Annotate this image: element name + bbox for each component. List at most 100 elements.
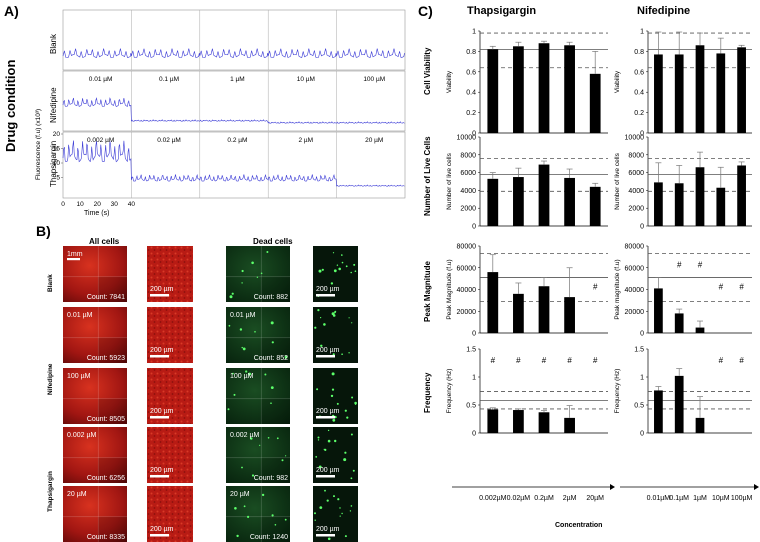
y-tick-label: 2000 xyxy=(460,206,476,213)
significance-marker: # xyxy=(698,261,703,270)
vignette xyxy=(261,457,290,483)
dead-cell-dot xyxy=(332,418,336,422)
trace-conc-label: 2 µM xyxy=(299,137,314,144)
panel-label-b: B) xyxy=(36,223,51,239)
row-label-thapsigargin: Thapsigargin xyxy=(47,471,54,512)
concentration-axis-label: Concentration xyxy=(555,522,602,529)
y-tick-label: 10000 xyxy=(625,135,645,142)
dead-cell-dot xyxy=(346,416,349,419)
y-axis-label: Number of live cells xyxy=(446,152,453,209)
dead-cell-dot xyxy=(336,402,339,405)
y-axis-label: Peak magnitude (f.u) xyxy=(614,259,621,319)
dead-cell-dot xyxy=(336,264,339,266)
vignette xyxy=(98,276,127,302)
x-tick-label: 20µM xyxy=(586,495,604,502)
trace-conc-label: 10 µM xyxy=(297,76,315,83)
bar xyxy=(674,313,684,333)
microscopy-grid: 1mm Count: 7841 200 µm Count: 882 200 µm 0.01… xyxy=(63,246,358,542)
dead-cell-dot xyxy=(334,311,336,314)
scale-label-200um: 200 µm xyxy=(150,286,174,293)
bar xyxy=(716,53,726,133)
bar xyxy=(538,43,550,133)
dead-cell-dot xyxy=(351,396,354,399)
significance-marker: # xyxy=(677,261,682,270)
col-head-dead-cells: Dead cells xyxy=(253,237,293,246)
y-tick-label: 4000 xyxy=(628,188,644,195)
dead-cell-dot xyxy=(256,276,259,278)
dead-cell-dot xyxy=(332,252,335,254)
col-title-nifedipine: Nifedipine xyxy=(637,5,690,17)
dead-cell-dot xyxy=(248,372,252,376)
y-tick-label: 8000 xyxy=(628,152,644,159)
significance-marker: # xyxy=(516,356,521,365)
dead-cell-dot xyxy=(314,519,316,521)
conc-label: 20 µM xyxy=(230,491,250,498)
dead-cell-dot xyxy=(241,282,243,284)
vignette xyxy=(98,516,127,542)
x-tick-label: 1µM xyxy=(693,495,707,502)
dead-cell-dot xyxy=(323,323,326,326)
scale-label-200um: 200 µm xyxy=(150,526,174,533)
count-label: Count: 982 xyxy=(254,475,288,482)
dead-cell-dot xyxy=(330,394,334,398)
y-tick-label: 2000 xyxy=(628,206,644,213)
micrograph-zoomGreen xyxy=(313,307,358,363)
conc-label: 0.01 µM xyxy=(67,312,93,319)
dead-cell-dot xyxy=(284,355,288,359)
dead-cell-dot xyxy=(327,439,331,443)
scale-bar-200um xyxy=(150,294,169,297)
bar xyxy=(487,178,499,226)
vignette xyxy=(261,398,290,424)
dead-cell-dot xyxy=(228,324,231,327)
bar xyxy=(695,45,705,133)
bar xyxy=(487,409,499,433)
chart-frequency-nifedipine: 0 0.5 1 1.5 Frequency (Hz) 0.01µM 0.1µM 1µM #10µ… xyxy=(614,347,759,502)
scale-bar-200um xyxy=(316,475,335,478)
micrograph-wholeGreen xyxy=(226,486,290,542)
bar xyxy=(487,49,499,133)
trace-conc-label: 0.01 µM xyxy=(89,76,113,83)
y-tick-label: 8000 xyxy=(460,152,476,159)
conc-label: 100 µM xyxy=(230,373,254,380)
y-tick-label: 0 xyxy=(640,431,644,438)
dead-cell-dot xyxy=(271,514,274,517)
significance-marker: # xyxy=(739,283,744,292)
conc-label: 0.002 µM xyxy=(67,432,96,439)
dead-cell-dot xyxy=(276,437,279,440)
trace-row-label: Blank xyxy=(49,33,58,54)
trace-box-2 xyxy=(62,131,406,199)
trace-conc-label: 0.02 µM xyxy=(157,137,181,144)
bar xyxy=(737,165,746,226)
conc-label: 0.002 µM xyxy=(230,432,259,439)
y-tick-label: 6000 xyxy=(628,170,644,177)
micrograph-zoomGreen xyxy=(313,427,358,483)
dead-cell-dot xyxy=(339,515,341,517)
dead-cell-dot xyxy=(243,505,246,508)
dead-cell-dot xyxy=(227,408,230,411)
y-axis-label: Frequency (Hz) xyxy=(614,369,621,414)
x-tick-label: 0.1µM xyxy=(669,495,689,502)
dead-cell-dot xyxy=(348,352,350,354)
micrograph-wholeGreen xyxy=(226,427,290,483)
y-tick-label: 6000 xyxy=(460,170,476,177)
y-tick-label: 80000 xyxy=(457,244,477,251)
arrow-head xyxy=(610,484,615,490)
dead-cell-dot xyxy=(339,507,341,509)
significance-marker: # xyxy=(719,356,724,365)
dead-cell-dot xyxy=(270,321,274,325)
scale-label-200um: 200 µm xyxy=(316,408,340,415)
y-tick-label: 0.4 xyxy=(466,90,476,97)
y-tick-label: 0 xyxy=(640,131,644,138)
dead-cell-dot xyxy=(285,455,287,457)
trace-line-1 xyxy=(62,97,405,124)
dead-cell-dot xyxy=(350,271,353,274)
dead-cell-dot xyxy=(281,459,284,462)
significance-marker: # xyxy=(739,356,744,365)
bar xyxy=(737,47,746,133)
dead-cell-dot xyxy=(343,458,347,462)
bar xyxy=(654,390,663,433)
dead-cell-dot xyxy=(318,269,322,273)
row-title-frequency: Frequency xyxy=(423,372,432,413)
dead-cell-dot xyxy=(319,506,323,509)
